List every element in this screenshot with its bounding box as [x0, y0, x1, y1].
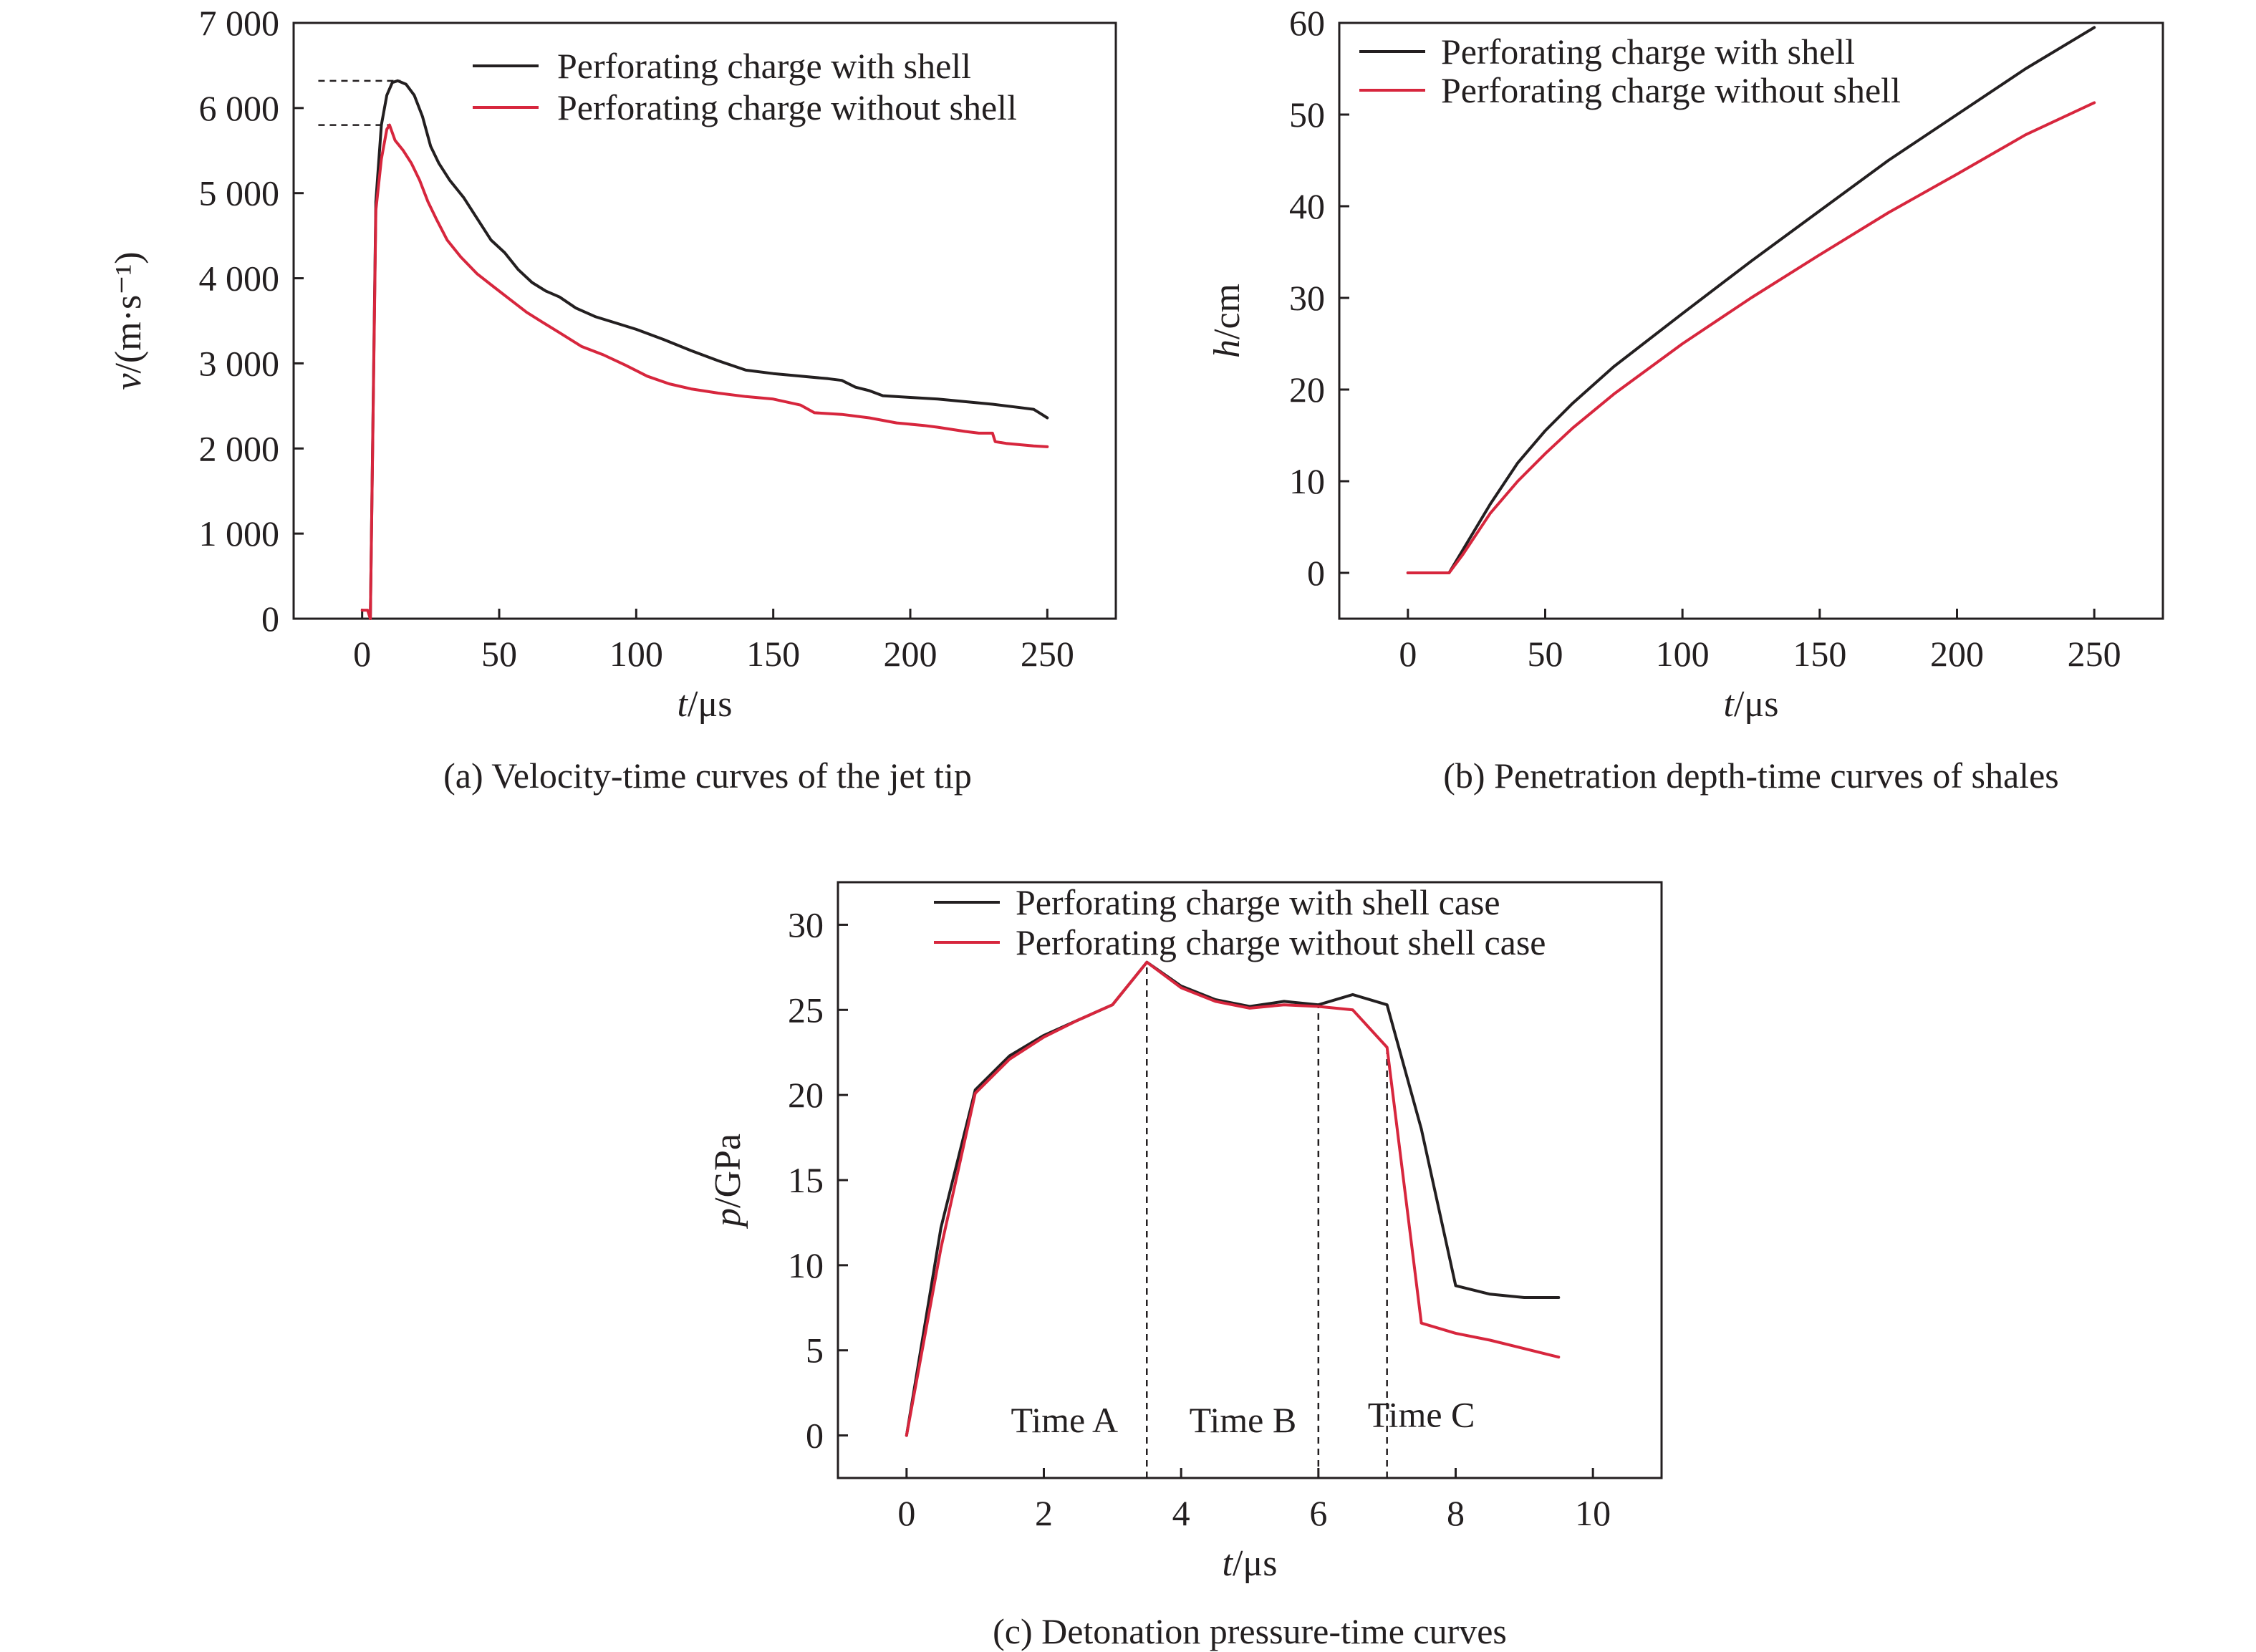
series-line-with-shell [905, 960, 1561, 1437]
x-tick-label: 250 [2068, 634, 2121, 674]
legend-label: Perforating charge with shell [1441, 32, 1855, 72]
chart-panel-b: 0 50 100 150 200 250 0 10 20 30 40 50 60 t/μs h/cm Perf… [1207, 3, 2164, 796]
x-tick-label: 10 [1575, 1493, 1611, 1533]
y-tick-label: 30 [788, 904, 824, 945]
y-tick-label: 25 [788, 990, 824, 1030]
x-tick-label: 50 [1528, 634, 1563, 674]
legend-label: Perforating charge without shell case [1016, 922, 1546, 962]
y-tick-label: 1 000 [199, 513, 280, 554]
x-axis-label: t/μs [1723, 684, 1778, 725]
x-tick-label: 50 [481, 634, 517, 674]
y-tick-label: 60 [1289, 3, 1325, 43]
x-tick-label: 150 [746, 634, 800, 674]
x-tick-label: 150 [1793, 634, 1846, 674]
plot-frame [1338, 21, 2164, 620]
y-tick-label: 7 000 [199, 3, 280, 43]
legend-label: Perforating charge without shell [1441, 70, 1901, 110]
series-line-without-shell [905, 960, 1561, 1437]
x-tick-label: 250 [1021, 634, 1074, 674]
x-axis-label: t/μs [677, 684, 732, 725]
series-line-with-shell [369, 79, 1049, 620]
x-axis-unit: /μs [1734, 684, 1779, 725]
y-tick-label: 40 [1289, 186, 1325, 226]
x-tick-label: 2 [1035, 1493, 1053, 1533]
time-annotation: Time B [1190, 1400, 1297, 1440]
x-axis-variable: t [677, 684, 688, 725]
x-tick-label: 6 [1309, 1493, 1327, 1533]
legend-label: Perforating charge without shell [557, 87, 1017, 127]
panel-caption: (b) Penetration depth-time curves of sha… [1443, 755, 2058, 796]
chart-panel-c: 0 2 4 6 8 10 0 5 10 15 20 25 30 t/μs p/GPa Time A Time B… [708, 881, 1663, 1651]
y-tick-label: 5 [806, 1330, 824, 1371]
y-tick-label: 50 [1289, 95, 1325, 135]
x-axis-label: t/μs [1222, 1543, 1277, 1584]
plot-frame [292, 21, 1117, 620]
x-tick-label: 0 [897, 1493, 915, 1533]
chart-panel-a: 0 50 100 150 200 250 0 1 000 2 000 3 000 4 000 5 00… [108, 3, 1117, 796]
panel-caption: (c) Detonation pressure-time curves [993, 1611, 1507, 1651]
y-tick-label: 30 [1289, 278, 1325, 318]
legend-label: Perforating charge with shell [557, 46, 971, 86]
y-axis-label: v/(m·s⁻¹) [108, 251, 149, 390]
y-axis-unit: /cm [1207, 284, 1248, 339]
x-tick-label: 200 [1930, 634, 1984, 674]
legend-label: Perforating charge with shell case [1016, 882, 1500, 922]
y-tick-label: 2 000 [199, 428, 280, 468]
y-tick-label: 4 000 [199, 259, 280, 299]
series-line-without-shell [360, 123, 1049, 620]
y-axis-unit: /GPa [708, 1134, 748, 1208]
x-tick-label: 100 [609, 634, 663, 674]
series-line-without-shell [1406, 101, 2096, 574]
x-tick-label: 200 [884, 634, 937, 674]
y-tick-label: 5 000 [199, 173, 280, 213]
y-tick-label: 10 [788, 1245, 824, 1285]
x-axis-variable: t [1222, 1543, 1233, 1584]
x-tick-label: 0 [1399, 634, 1417, 674]
y-axis-label: h/cm [1207, 284, 1248, 358]
y-axis-variable: v [108, 373, 149, 390]
y-tick-label: 3 000 [199, 343, 280, 383]
y-axis-variable: p [708, 1208, 748, 1230]
y-axis-unit: /(m·s⁻¹) [108, 251, 149, 373]
series-line-with-shell [1406, 26, 2096, 574]
time-annotation: Time A [1011, 1400, 1118, 1440]
panel-caption: (a) Velocity-time curves of the jet tip [443, 755, 972, 796]
time-annotation: Time C [1368, 1395, 1475, 1435]
y-tick-label: 20 [1289, 369, 1325, 410]
y-axis-variable: h [1207, 339, 1248, 358]
y-axis-label: p/GPa [708, 1134, 748, 1230]
x-tick-label: 0 [353, 634, 371, 674]
y-tick-label: 0 [1307, 553, 1325, 593]
y-tick-label: 15 [788, 1160, 824, 1200]
y-tick-label: 0 [261, 599, 279, 639]
x-tick-label: 100 [1656, 634, 1710, 674]
x-tick-label: 8 [1447, 1493, 1465, 1533]
y-tick-label: 20 [788, 1075, 824, 1115]
x-axis-unit: /μs [1233, 1543, 1278, 1584]
x-axis-unit: /μs [688, 684, 733, 725]
x-tick-label: 4 [1172, 1493, 1190, 1533]
y-tick-label: 6 000 [199, 88, 280, 128]
y-tick-label: 0 [806, 1416, 824, 1456]
plot-frame [837, 881, 1663, 1479]
y-tick-label: 10 [1289, 461, 1325, 501]
x-axis-variable: t [1723, 684, 1735, 725]
